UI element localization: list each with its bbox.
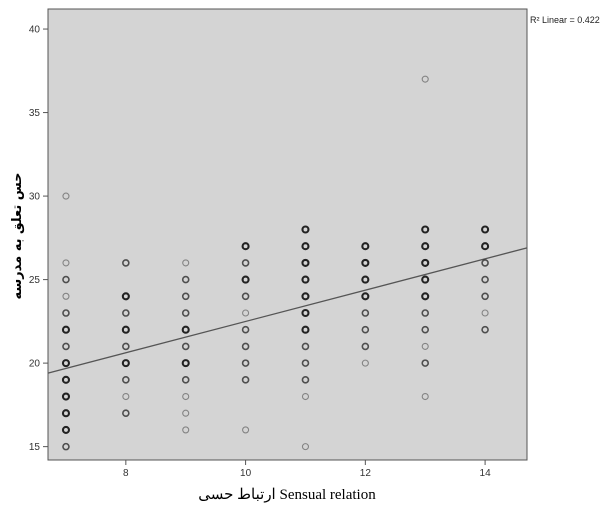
- y-tick-label: 15: [29, 442, 41, 453]
- y-tick-label: 40: [29, 25, 41, 36]
- plot-area: [48, 9, 527, 460]
- x-tick-label: 10: [240, 468, 252, 479]
- y-tick-label: 35: [29, 108, 41, 119]
- y-tick-label: 30: [29, 192, 41, 203]
- x-tick-label: 8: [123, 468, 129, 479]
- x-tick-label: 12: [360, 468, 372, 479]
- y-tick-label: 20: [29, 359, 41, 370]
- x-tick-label: 14: [480, 468, 492, 479]
- y-axis-title: حس تعلق به مدرسه: [10, 172, 25, 299]
- r2-linear-label: R² Linear = 0.422: [530, 15, 600, 25]
- y-tick-label: 25: [29, 275, 41, 286]
- x-axis-title: ارتباط حسی Sensual relation: [198, 487, 376, 503]
